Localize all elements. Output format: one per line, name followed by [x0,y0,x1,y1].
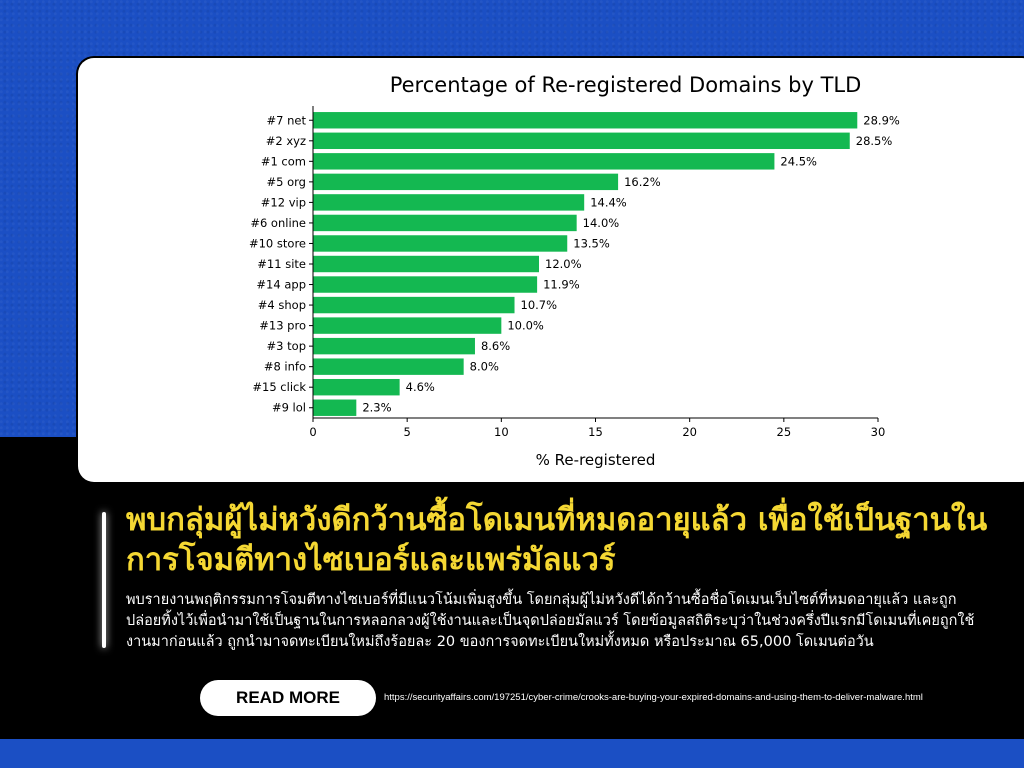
bar-8 [313,276,538,293]
category-label-12: #8 info [264,360,306,374]
bar-13 [313,378,400,396]
bar-12 [313,358,464,375]
category-label-10: #13 pro [259,319,306,333]
x-tick-label-3: 15 [588,425,603,439]
bar-2 [313,153,775,170]
category-label-4: #12 vip [261,195,306,209]
value-label-7: 12.0% [545,257,582,271]
value-label-11: 8.6% [481,339,510,353]
bar-7 [313,255,539,273]
category-label-14: #9 lol [272,401,306,415]
article-panel [0,437,1024,739]
category-label-1: #2 xyz [266,134,306,148]
category-label-0: #7 net [267,113,307,127]
category-label-2: #1 com [261,154,306,168]
source-link[interactable]: https://securityaffairs.com/197251/cyber… [384,692,923,703]
bar-14 [313,399,357,416]
bar-5 [313,214,577,232]
chart-title: Percentage of Re-registered Domains by T… [390,73,862,97]
bar-1 [313,132,850,150]
category-label-6: #10 store [249,236,306,250]
bar-3 [313,173,619,191]
article-body: พบรายงานพฤติกรรมการโจมตีทางไซเบอร์ที่มีแ… [126,592,975,650]
bar-11 [313,337,475,355]
bar-9 [313,296,515,314]
read-more-button[interactable]: READ MORE [200,680,376,716]
value-label-2: 24.5% [780,154,817,168]
x-tick-label-6: 30 [871,425,886,439]
value-label-8: 11.9% [543,278,580,292]
value-label-4: 14.4% [590,195,627,209]
value-label-14: 2.3% [362,401,391,415]
category-label-8: #14 app [256,278,306,292]
x-tick-label-5: 25 [777,425,792,439]
value-label-1: 28.5% [856,134,893,148]
bar-0 [313,112,858,129]
bar-4 [313,194,585,211]
category-label-11: #3 top [267,339,306,353]
x-tick-label-4: 20 [682,425,697,439]
bar-6 [313,235,568,252]
x-tick-label-2: 10 [494,425,509,439]
bar-chart: Percentage of Re-registered Domains by T… [249,73,900,469]
value-label-5: 14.0% [583,216,620,230]
value-label-9: 10.7% [521,298,558,312]
category-label-7: #11 site [257,257,306,271]
bottom-strip [0,739,1024,768]
article-headline: พบกลุ่มผู้ไม่หวังดีกว้านซื้อโดเมนที่หมดอ… [126,502,988,578]
value-label-0: 28.9% [863,113,900,127]
value-label-3: 16.2% [624,175,661,189]
value-label-6: 13.5% [573,236,610,250]
bar-10 [313,317,502,334]
category-label-3: #5 org [267,175,306,189]
x-axis-label: % Re-registered [536,451,656,469]
headline-accent-bar [102,512,106,648]
category-label-13: #15 click [252,380,306,394]
value-label-12: 8.0% [470,360,499,374]
chart-card: Percentage of Re-registered Domains by T… [78,58,1024,482]
x-tick-label-1: 5 [404,425,411,439]
x-tick-label-0: 0 [309,425,316,439]
value-label-10: 10.0% [507,319,544,333]
category-label-5: #6 online [250,216,306,230]
category-label-9: #4 shop [258,298,306,312]
value-label-13: 4.6% [406,380,435,394]
